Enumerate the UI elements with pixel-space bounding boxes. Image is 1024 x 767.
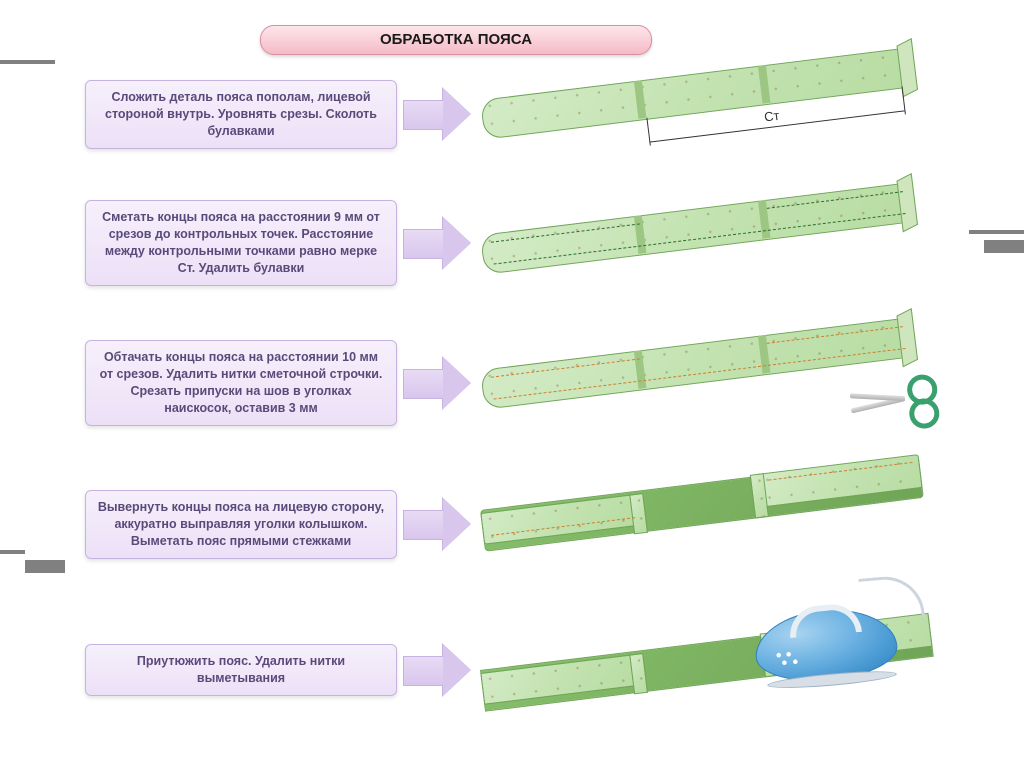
decor-bar: [25, 560, 65, 573]
dimension-label: Ст: [763, 108, 780, 125]
decor-bar: [984, 240, 1024, 253]
step-box: Сложить деталь пояса пополам, лицевой ст…: [85, 80, 397, 149]
iron-icon: [752, 604, 900, 686]
illustration-step3: [480, 340, 950, 450]
illustration-step4: [480, 480, 940, 590]
arrow-icon: [403, 353, 473, 413]
arrow-icon: [403, 640, 473, 700]
step-box: Сметать концы пояса на расстоянии 9 мм о…: [85, 200, 397, 286]
arrow-icon: [403, 84, 473, 144]
page-title: ОБРАБОТКА ПОЯСА: [260, 25, 652, 55]
illustration-step2: [480, 205, 930, 305]
scissors-icon: [848, 371, 942, 429]
decor-bar: [0, 60, 55, 64]
step-box: Вывернуть концы пояса на лицевую сторону…: [85, 490, 397, 559]
step-box: Обтачать концы пояса на расстоянии 10 мм…: [85, 340, 397, 426]
step-box: Приутюжить пояс. Удалить нитки выметыван…: [85, 644, 397, 696]
decor-bar: [969, 230, 1024, 234]
illustration-step5: [480, 615, 960, 755]
illustration-step1: Ст: [480, 70, 930, 180]
decor-bar: [0, 550, 25, 554]
arrow-icon: [403, 494, 473, 554]
arrow-icon: [403, 213, 473, 273]
